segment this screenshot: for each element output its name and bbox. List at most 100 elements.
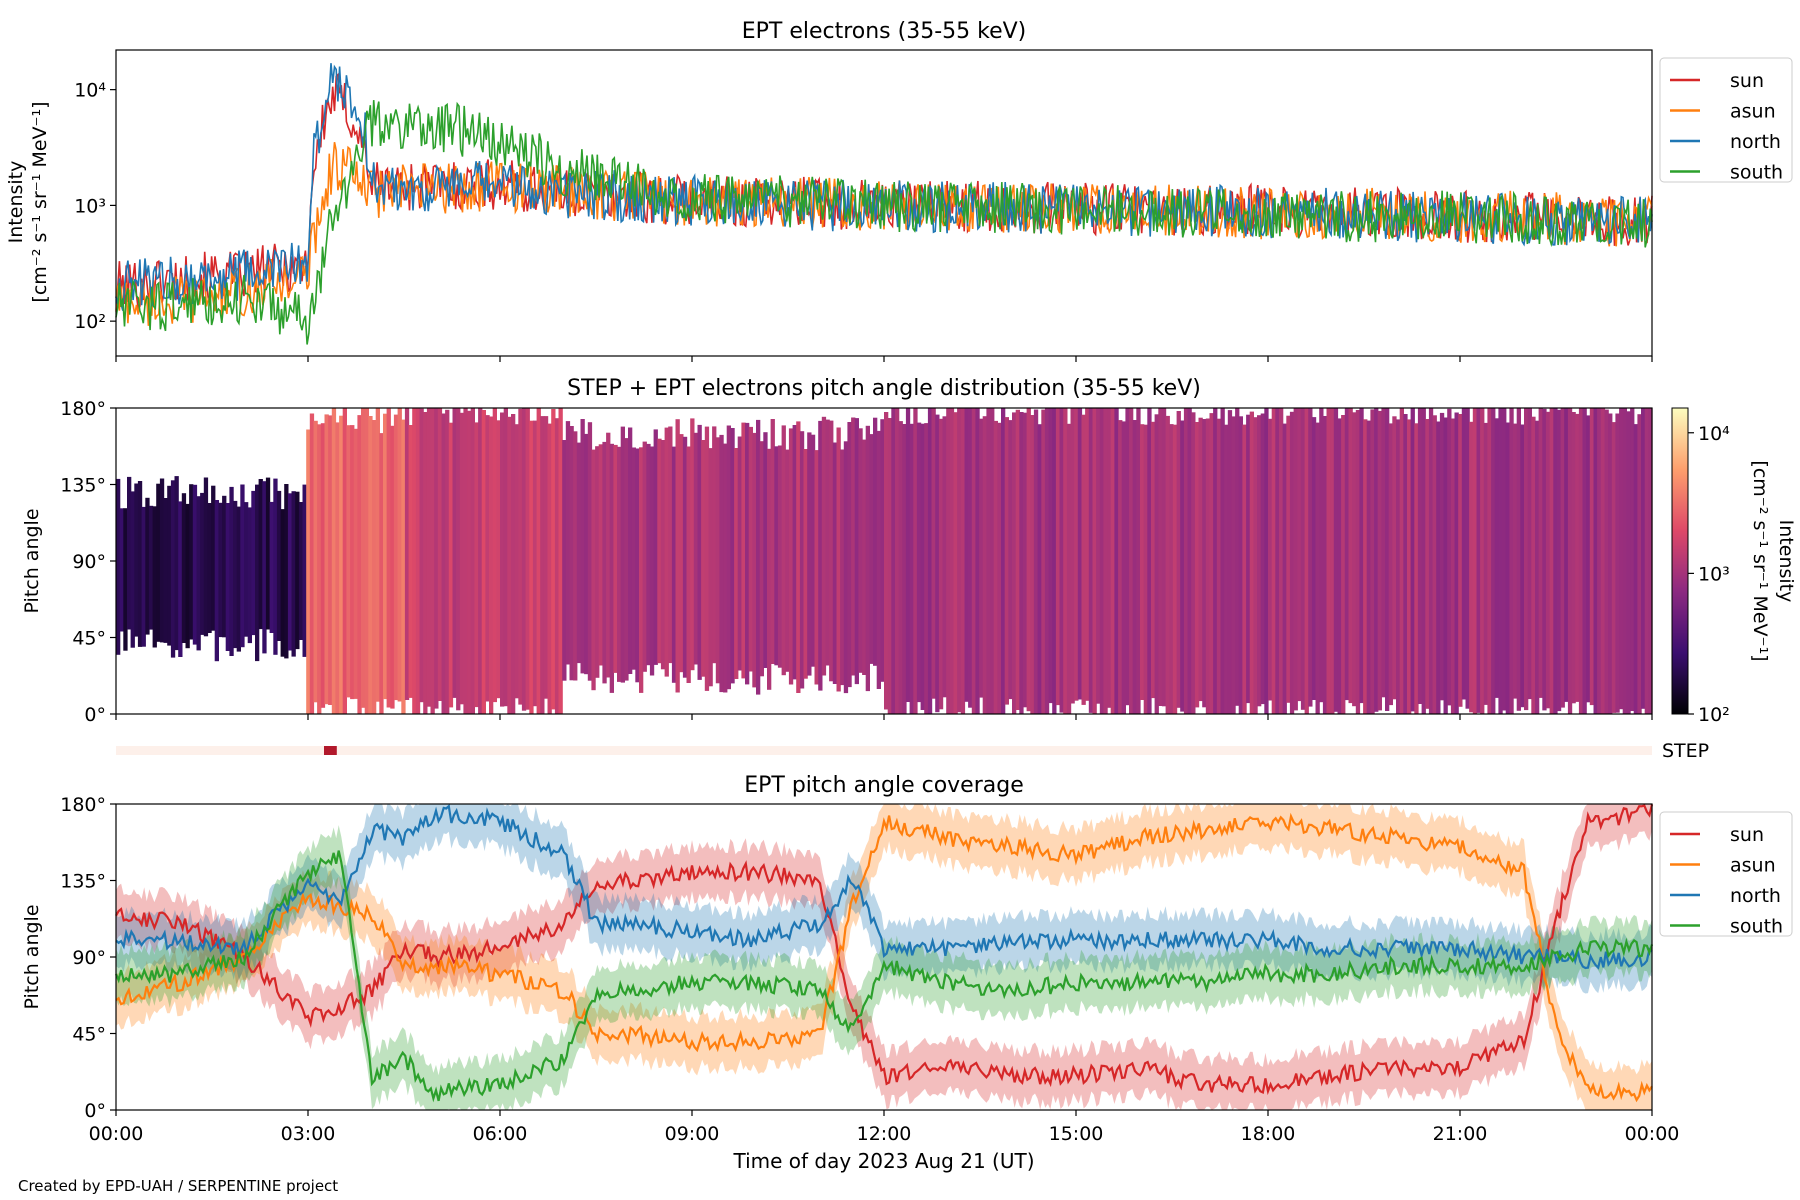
heatmap-cell xyxy=(1194,422,1200,708)
heatmap-cell xyxy=(796,421,801,693)
heatmap-cell xyxy=(1191,412,1196,714)
heatmap-cell xyxy=(1370,409,1375,714)
heatmap-cell xyxy=(1425,419,1430,709)
heatmap-cell xyxy=(635,448,640,683)
panel1-y-ticks: 10² 10³ 10⁴ xyxy=(74,80,116,333)
heatmap-cell xyxy=(203,477,209,637)
heatmap-cell xyxy=(514,424,519,699)
colorbar xyxy=(1671,407,1689,715)
heatmap-cell xyxy=(361,408,366,708)
series-line-south xyxy=(115,100,1653,345)
heatmap-cell xyxy=(1077,408,1083,700)
heatmap-cell xyxy=(686,446,691,683)
heatmap-cell xyxy=(1487,408,1492,714)
heatmap-cell xyxy=(960,408,966,714)
heatmap-cell xyxy=(913,408,918,714)
heatmap-cell xyxy=(1081,414,1086,705)
heatmap-cell xyxy=(1414,423,1419,714)
heatmap-cell xyxy=(1114,408,1119,714)
step-bar-label: STEP xyxy=(1662,740,1709,762)
heatmap-cell xyxy=(404,408,410,700)
heatmap-cell xyxy=(1410,408,1415,712)
heatmap-cell xyxy=(350,425,355,700)
heatmap-cell xyxy=(876,430,881,689)
heatmap-cell xyxy=(708,448,713,687)
x-tick-label: 00:00 xyxy=(1625,1123,1680,1145)
heatmap-cell xyxy=(814,450,819,685)
heatmap-cell xyxy=(982,416,987,714)
heatmap-cell xyxy=(137,481,143,647)
heatmap-cell xyxy=(887,418,892,714)
heatmap-cell xyxy=(719,434,724,693)
heatmap-cell xyxy=(1465,408,1470,709)
heatmap-cell xyxy=(1553,408,1558,714)
heatmap-cell xyxy=(953,412,958,714)
heatmap-cell xyxy=(1333,408,1339,712)
heatmap-cell xyxy=(825,419,830,666)
heatmap-cell xyxy=(214,500,219,662)
heatmap-cell xyxy=(1443,417,1448,714)
series-line-north xyxy=(115,63,1653,311)
heatmap-cell xyxy=(598,444,603,666)
heatmap-cell xyxy=(730,428,735,684)
heatmap-cell xyxy=(1476,408,1481,713)
heatmap-cell xyxy=(518,408,523,705)
series-line-sun xyxy=(115,73,1653,312)
y-tick-label: 0° xyxy=(84,1100,106,1122)
heatmap-cell xyxy=(423,412,428,714)
heatmap-cell xyxy=(1264,408,1269,714)
heatmap-cell xyxy=(1315,422,1320,714)
heatmap-cell xyxy=(770,419,775,664)
heatmap-cell xyxy=(1450,418,1456,714)
heatmap-cell xyxy=(807,432,812,676)
heatmap-cell xyxy=(1033,409,1039,714)
heatmap-cell xyxy=(1015,409,1020,710)
heatmap-cell xyxy=(639,447,644,693)
heatmap-cell xyxy=(1597,408,1602,714)
heatmap-cell xyxy=(935,414,940,713)
heatmap-cell xyxy=(521,408,527,711)
heatmap-cell xyxy=(1187,408,1192,714)
heatmap-cell xyxy=(1235,408,1240,706)
heatmap-cell xyxy=(642,441,647,672)
x-tick-label: 15:00 xyxy=(1049,1123,1104,1145)
heatmap-cell xyxy=(1567,408,1573,714)
heatmap-cell xyxy=(924,423,929,714)
heatmap-cell xyxy=(529,420,534,714)
legend-label-asun: asun xyxy=(1730,101,1776,123)
heatmap-cell xyxy=(1246,414,1251,704)
series-line-north xyxy=(115,804,1653,970)
heatmap-cell xyxy=(1074,408,1079,701)
heatmap-cell xyxy=(167,485,172,646)
heatmap-cell xyxy=(942,416,947,698)
heatmap-cell xyxy=(408,425,413,698)
heatmap-cell xyxy=(693,432,699,665)
heatmap-cell xyxy=(331,408,337,714)
heatmap-cell xyxy=(247,507,252,644)
x-tick-label: 06:00 xyxy=(473,1123,528,1145)
heatmap-cell xyxy=(386,408,391,708)
heatmap-cell xyxy=(1205,418,1211,714)
heatmap-cell xyxy=(1549,408,1554,714)
legend-label-north: north xyxy=(1730,885,1781,907)
heatmap-cell xyxy=(320,423,326,708)
heatmap-cell xyxy=(818,420,823,691)
heatmap-cell xyxy=(1147,408,1152,714)
heatmap-cell xyxy=(368,416,373,714)
heatmap-cell xyxy=(946,408,951,714)
heatmap-cell xyxy=(383,413,388,700)
heatmap-cell xyxy=(262,481,267,654)
panel1-series xyxy=(115,63,1653,345)
heatmap-cell xyxy=(847,422,852,688)
heatmap-cell xyxy=(712,426,717,664)
heatmap-cell xyxy=(931,408,936,699)
colorbar-tick-label: 10³ xyxy=(1698,563,1730,585)
heatmap-cell xyxy=(964,408,969,702)
heatmap-cell xyxy=(393,414,399,701)
heatmap-cell xyxy=(873,417,878,666)
heatmap-cell xyxy=(181,493,187,643)
heatmap-cell xyxy=(335,422,340,714)
heatmap-cell xyxy=(456,408,461,711)
heatmap-cell xyxy=(1392,416,1397,700)
